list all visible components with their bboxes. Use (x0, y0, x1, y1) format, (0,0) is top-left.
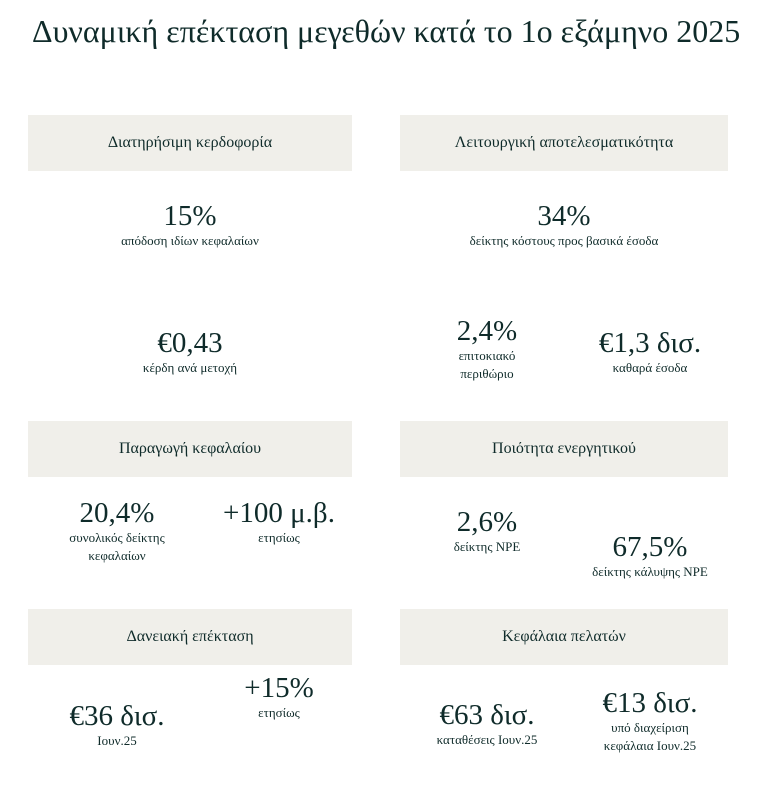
page-title: Δυναμική επέκταση μεγεθών κατά το 1ο εξά… (32, 13, 741, 49)
metric-value: 20,4% (79, 497, 155, 529)
metric-label: δείκτης κάλυψης NPE (592, 564, 708, 579)
metric-npe-coverage: 67,5% δείκτης κάλυψης NPE (560, 531, 740, 581)
metric-label: συνολικός δείκτης (69, 530, 165, 545)
metric-label-line2: κεφαλαίων (88, 548, 146, 563)
metric-nim: 2,4% επιτοκιακό περιθώριο (397, 315, 577, 383)
metric-eps: €0,43 κέρδη ανά μετοχή (100, 327, 280, 377)
section-header-loan-expansion: Δανειακή επέκταση (28, 609, 352, 665)
metric-label-line2: κεφάλαια Ιουν.25 (603, 738, 697, 753)
metric-value: €36 δισ. (69, 700, 165, 732)
metric-value: 2,6% (456, 506, 518, 538)
section-header-asset-quality: Ποιότητα ενεργητικού (400, 421, 728, 477)
metric-value: 15% (163, 200, 217, 232)
metric-loans: €36 δισ. Ιουν.25 (27, 700, 207, 750)
section-header-capital-generation: Παραγωγή κεφαλαίου (28, 421, 352, 477)
metric-value: +15% (244, 672, 314, 704)
metric-label: υπό διαχείριση (611, 720, 689, 735)
metric-label: ετησίως (258, 705, 300, 720)
metric-value: €0,43 (157, 327, 223, 359)
section-header-customer-funds: Κεφάλαια πελατών (400, 609, 728, 665)
metric-label: καταθέσεις Ιουν.25 (436, 732, 538, 747)
metric-npe-ratio: 2,6% δείκτης NPE (397, 506, 577, 556)
metric-roe: 15% απόδοση ιδίων κεφαλαίων (100, 200, 280, 250)
metric-label: κέρδη ανά μετοχή (142, 360, 238, 375)
metric-value: 34% (537, 200, 591, 232)
metric-label: επιτοκιακό (458, 348, 516, 363)
metric-label: απόδοση ιδίων κεφαλαίων (121, 233, 259, 248)
metric-value: €63 δισ. (439, 699, 535, 731)
metric-loan-growth: +15% ετησίως (189, 672, 369, 722)
metric-label: δείκτης κόστους προς βασικά έσοδα (469, 233, 659, 248)
metric-deposits: €63 δισ. καταθέσεις Ιουν.25 (397, 699, 577, 749)
section-header-operational-efficiency: Λειτουργική αποτελεσματικότητα (400, 115, 728, 171)
metric-label: Ιουν.25 (97, 733, 137, 748)
metric-label-line2: περιθώριο (460, 366, 514, 381)
metric-cost-income: 34% δείκτης κόστους προς βασικά έσοδα (434, 200, 694, 250)
metric-label: δείκτης NPE (453, 539, 521, 554)
metric-net-revenue: €1,3 δισ. καθαρά έσοδα (560, 327, 740, 377)
metric-value: €13 δισ. (602, 687, 698, 719)
section-header-sustainable-profitability: Διατηρήσιμη κερδοφορία (28, 115, 352, 171)
metric-value: 2,4% (456, 315, 518, 347)
metric-value: 67,5% (612, 531, 688, 563)
metric-value: +100 μ.β. (223, 497, 335, 529)
metric-value: €1,3 δισ. (598, 327, 702, 359)
metric-label: καθαρά έσοδα (612, 360, 688, 375)
metric-capital-change: +100 μ.β. ετησίως (189, 497, 369, 547)
metric-label: ετησίως (258, 530, 300, 545)
metric-aum: €13 δισ. υπό διαχείριση κεφάλαια Ιουν.25 (560, 687, 740, 755)
metric-total-capital-ratio: 20,4% συνολικός δείκτης κεφαλαίων (27, 497, 207, 565)
